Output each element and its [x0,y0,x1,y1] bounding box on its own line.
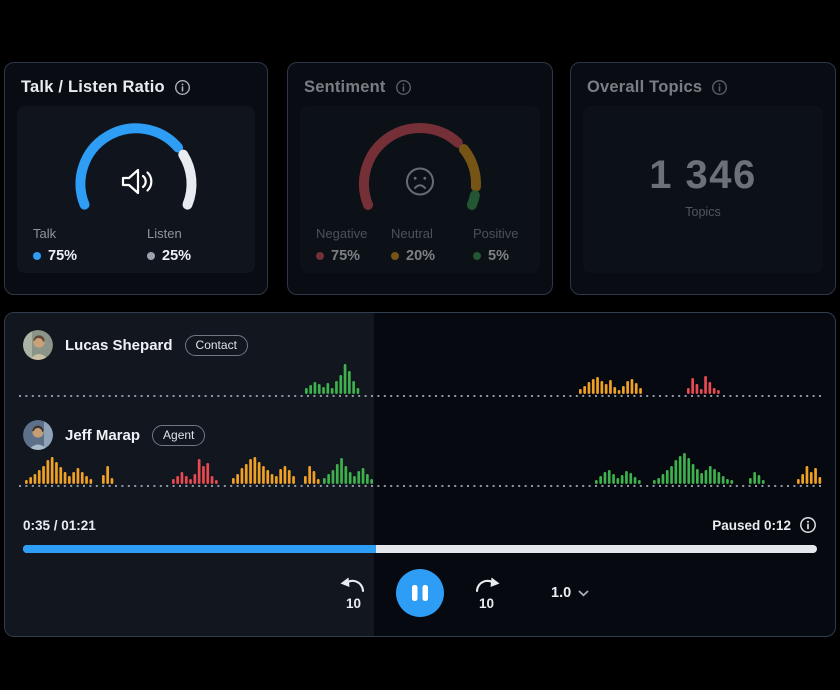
legend-value: 20% [406,248,436,264]
neutral-dot [391,252,399,260]
overall-topics-header: Overall Topics [571,63,835,106]
topics-unit: Topics [685,204,721,219]
skip-back-10-button[interactable]: 10 [337,575,370,611]
skip-back-icon: 10 [340,577,365,611]
talk-dot [33,252,41,260]
progress-fill [23,545,376,553]
legend-item-neutral: Neutral 20% [391,226,435,264]
pause-button[interactable] [396,569,444,617]
legend-item-positive: Positive 5% [473,226,519,264]
skip-forward-10-button[interactable]: 10 [470,575,503,611]
legend-item-listen: Listen 25% [147,226,191,264]
talk-listen-gauge-panel: Talk 75% Listen 25% [17,106,255,273]
legend-label: Listen [147,226,182,241]
call-player-panel: Lucas Shepard Contact Jeff Marap Age [4,312,836,637]
player-status: Paused 0:12 [712,516,817,534]
positive-dot [473,252,481,260]
overall-topics-panel: 1 346 Topics [583,106,823,273]
legend-value: 5% [488,248,509,264]
negative-dot [316,252,324,260]
info-icon[interactable] [711,79,728,96]
sentiment-header: Sentiment [288,63,552,106]
speaker-icon [118,166,154,203]
talk-listen-title: Talk / Listen Ratio [21,78,165,96]
time-row: 0:35 / 01:21 Paused 0:12 [23,513,817,537]
info-icon[interactable] [799,516,817,534]
sentiment-legend: Negative 75% Neutral 20% [300,226,540,272]
legend-value: 75% [331,248,361,264]
listen-dot [147,252,155,260]
sentiment-title: Sentiment [304,78,386,96]
overall-topics-card: Overall Topics 1 346 Topics [570,62,836,295]
waveform-contact[interactable] [5,359,836,399]
track-row-contact: Lucas Shepard Contact [23,330,248,360]
time-display: 0:35 / 01:21 [23,517,96,533]
status-text: Paused 0:12 [712,517,791,533]
legend-value: 75% [48,248,78,264]
talk-listen-header: Talk / Listen Ratio [5,63,267,106]
sentiment-gauge [359,123,481,210]
legend-item-negative: Negative 75% [316,226,367,264]
overall-topics-title: Overall Topics [587,78,703,96]
progress-bar[interactable] [23,545,817,553]
talk-listen-card: Talk / Listen Ratio Talk [4,62,268,295]
talk-listen-legend: Talk 75% Listen 25% [17,226,255,272]
legend-item-talk: Talk 75% [33,226,77,264]
svg-text:10: 10 [346,596,361,611]
waveform-agent[interactable] [5,449,836,489]
legend-label: Talk [33,226,57,241]
track-name: Lucas Shepard [65,336,173,354]
playback-speed-selector[interactable]: 1.0 [551,585,589,601]
legend-label: Neutral [391,226,433,241]
role-badge-contact: Contact [184,334,248,356]
info-icon[interactable] [174,79,191,96]
legend-value: 25% [162,248,192,264]
pause-icon [412,585,428,601]
info-icon[interactable] [395,79,412,96]
played-region [5,313,374,636]
role-badge-agent: Agent [152,424,206,446]
track-row-agent: Jeff Marap Agent [23,420,206,450]
talk-listen-gauge [75,123,197,210]
chevron-down-icon [578,590,589,597]
sad-face-icon [403,165,437,204]
speed-value: 1.0 [551,585,572,601]
skip-forward-icon: 10 [475,577,500,611]
svg-text:10: 10 [479,596,494,611]
legend-label: Positive [473,226,519,241]
topics-count: 1 346 [649,152,757,197]
sentiment-card: Sentiment Negative [287,62,553,295]
sentiment-gauge-panel: Negative 75% Neutral 20% [300,106,540,273]
legend-label: Negative [316,226,368,241]
track-name: Jeff Marap [65,426,141,444]
avatar [23,330,53,360]
playback-controls: 10 10 1.0 [5,561,835,625]
avatar [23,420,53,450]
